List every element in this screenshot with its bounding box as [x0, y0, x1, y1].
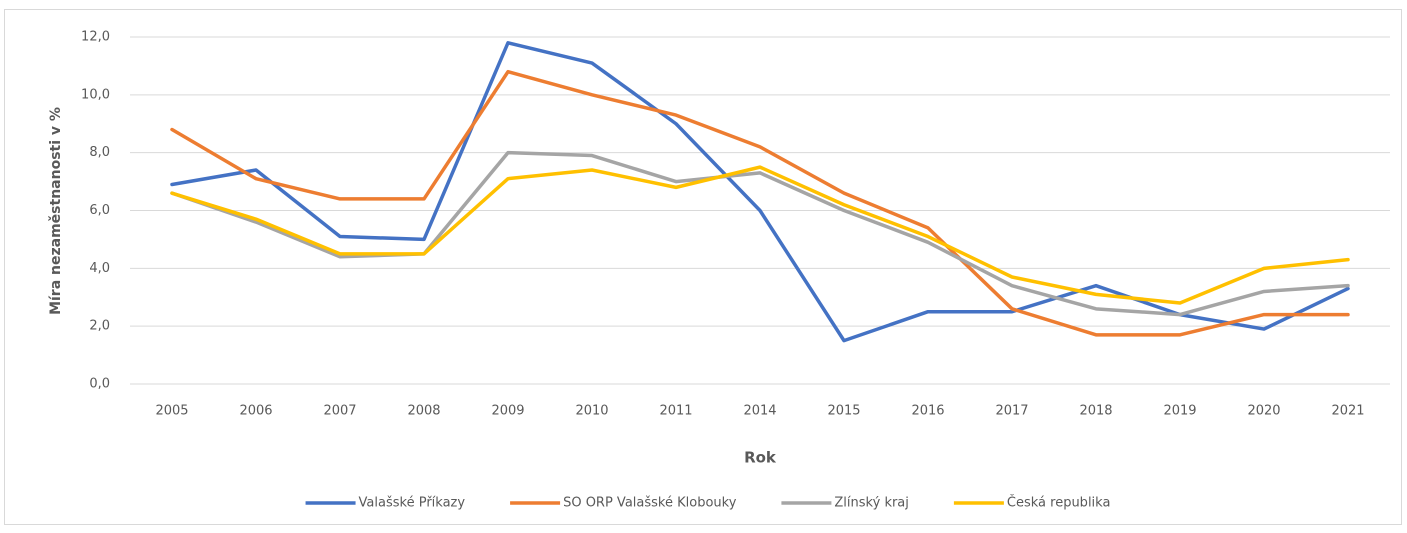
legend-label: SO ORP Valašské Klobouky: [563, 496, 737, 511]
legend-label: Česká republika: [1007, 495, 1111, 511]
x-tick-label: 2016: [911, 404, 944, 419]
chart-border: [4, 9, 1402, 525]
x-tick-label: 2007: [323, 404, 356, 419]
x-tick-label: 2015: [827, 404, 860, 419]
legend-label: Zlínský kraj: [834, 496, 908, 511]
x-tick-label: 2021: [1331, 404, 1364, 419]
x-axis-label: Rok: [744, 449, 777, 467]
y-tick-label: 10,0: [81, 87, 110, 102]
y-tick-label: 6,0: [89, 203, 110, 218]
y-tick-label: 4,0: [89, 261, 110, 276]
series-line: [170, 150, 1350, 317]
y-tick-label: 12,0: [81, 30, 110, 45]
x-tick-label: 2008: [407, 404, 440, 419]
series-line: [170, 165, 1350, 305]
x-tick-label: 2005: [155, 404, 188, 419]
x-tick-label: 2019: [1163, 404, 1196, 419]
legend-label: Valašské Příkazy: [359, 496, 466, 511]
x-tick-label: 2020: [1247, 404, 1280, 419]
y-axis-label: Míra nezaměstnanosti v %: [48, 107, 64, 315]
x-tick-label: 2017: [995, 404, 1028, 419]
x-tick-label: 2010: [575, 404, 608, 419]
y-tick-label: 8,0: [89, 145, 110, 160]
x-tick-label: 2011: [659, 404, 692, 419]
x-tick-label: 2018: [1079, 404, 1112, 419]
y-tick-label: 2,0: [89, 319, 110, 334]
x-tick-label: 2006: [239, 404, 272, 419]
series-line: [170, 69, 1350, 337]
y-tick-label: 0,0: [89, 377, 110, 392]
series-line: [170, 41, 1350, 343]
x-tick-label: 2014: [743, 404, 776, 419]
x-tick-label: 2009: [491, 404, 524, 419]
